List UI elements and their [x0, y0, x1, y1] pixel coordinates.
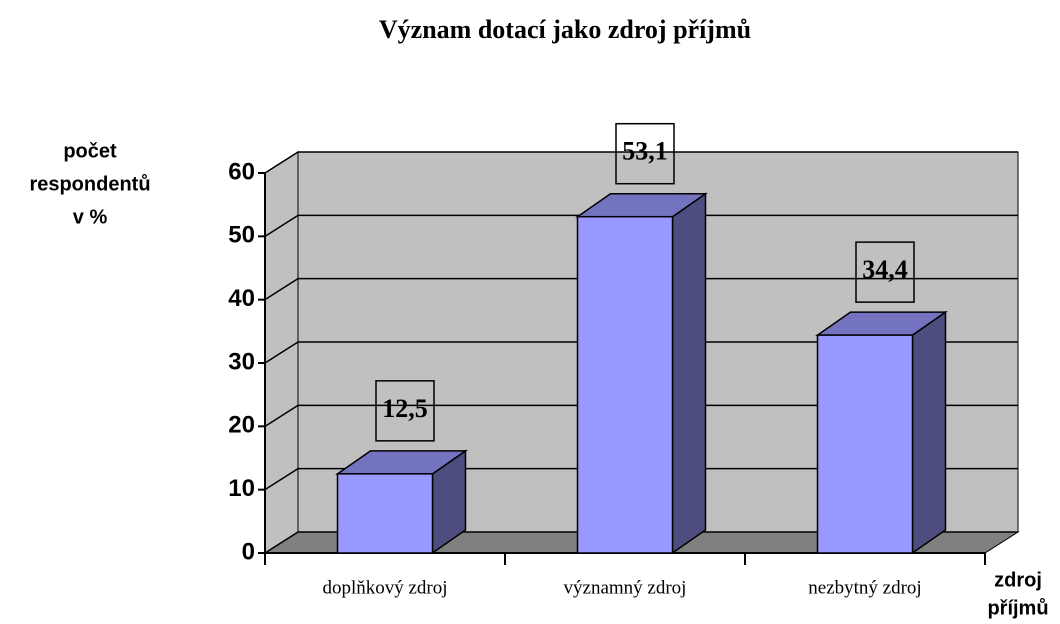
label-box: [615, 122, 675, 185]
label-box: [375, 380, 435, 442]
y-tick-label: 50: [228, 222, 255, 249]
x-tick-label: významný zdroj: [564, 577, 687, 598]
grid-line: [264, 277, 1018, 301]
bar-side: [911, 310, 947, 555]
bar: [576, 215, 674, 554]
y-tick-label: 20: [228, 412, 255, 439]
grid-line: [264, 214, 1018, 237]
chart-title: Význam dotací jako zdroj příjmů: [379, 15, 751, 44]
bar: [816, 334, 914, 554]
grid-line: [264, 341, 1018, 364]
y-tick-label: 60: [228, 158, 255, 185]
y-axis-label: v %: [73, 206, 108, 228]
y-tick-label: 30: [228, 348, 255, 375]
grid-line: [264, 531, 1018, 554]
y-axis-label: počet: [63, 140, 117, 162]
label-box: [855, 241, 915, 303]
grid-line: [264, 404, 1018, 427]
x-tick-label: doplňkový zdroj: [322, 577, 447, 598]
x-axis-label: příjmů: [987, 597, 1048, 619]
y-axis-label: respondentů: [29, 173, 150, 195]
x-axis-label: zdroj: [994, 569, 1042, 591]
bar-side: [671, 192, 707, 555]
y-tick-label: 0: [242, 538, 255, 565]
value-label: 53,1: [622, 137, 668, 166]
bar: [336, 473, 434, 554]
y-tick-label: 40: [228, 285, 255, 312]
grid-line: [264, 467, 1018, 491]
x-tick-label: nezbytný zdroj: [808, 577, 921, 598]
y-tick-label: 10: [228, 475, 255, 502]
grid-line: [264, 151, 1018, 174]
value-label: 12,5: [382, 394, 428, 423]
value-label: 34,4: [862, 255, 908, 284]
